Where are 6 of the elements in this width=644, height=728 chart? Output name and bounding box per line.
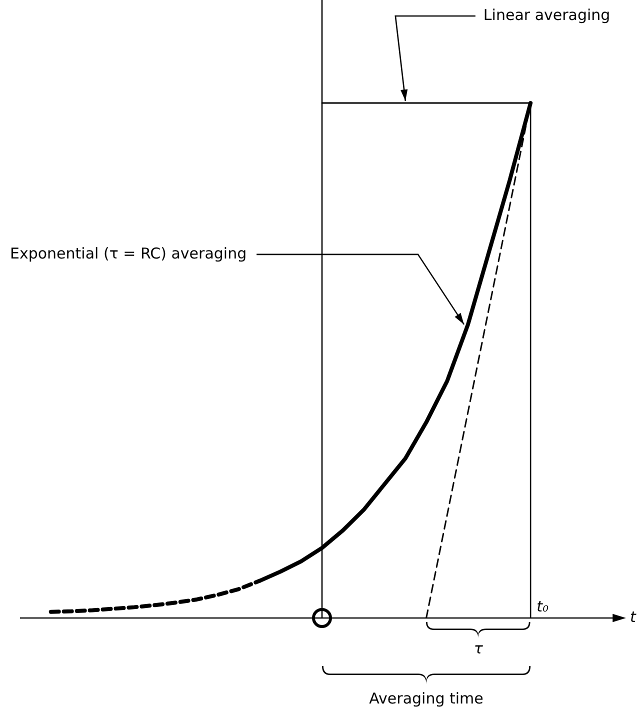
text: τ bbox=[474, 639, 484, 658]
text: Averaging time bbox=[369, 689, 484, 708]
annotation: t₀ bbox=[536, 597, 548, 616]
x-axis-title: t bbox=[630, 608, 637, 626]
text: Linear averaging bbox=[483, 6, 610, 24]
annotation: Exponential (τ = RC) averaging bbox=[10, 244, 247, 262]
